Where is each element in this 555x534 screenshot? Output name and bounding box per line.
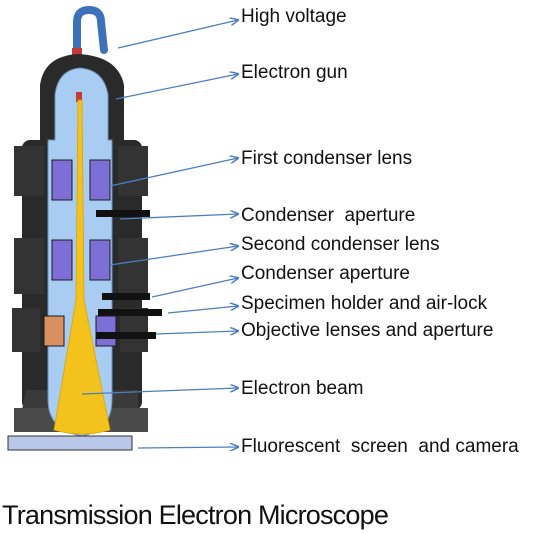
label-electron-beam: Electron beam xyxy=(241,378,364,399)
arrow-second-condenser xyxy=(109,246,238,266)
cable-connector xyxy=(72,48,82,56)
label-electron-gun: Electron gun xyxy=(241,62,348,83)
arrow-first-condenser xyxy=(109,158,238,187)
fluorescent-screen xyxy=(7,435,133,451)
high-voltage-cable xyxy=(73,5,108,56)
label-first-condenser-lens: First condenser lens xyxy=(241,148,413,169)
label-second-condenser-lens: Second condenser lens xyxy=(241,234,440,255)
objective-lens xyxy=(43,315,156,347)
diagram-title: Transmission Electron Microscope xyxy=(2,500,389,530)
specimen-holder xyxy=(98,309,162,316)
arrow-high-voltage xyxy=(117,20,238,49)
first-condenser-lens xyxy=(51,159,111,201)
second-condenser-lens xyxy=(51,239,111,281)
arrow-condenser-aperture-2 xyxy=(151,278,238,298)
condenser-aperture-1 xyxy=(96,210,150,217)
label-specimen-holder: Specimen holder and air-lock xyxy=(241,293,488,314)
arrow-electron-gun xyxy=(115,74,238,100)
label-fluorescent-screen: Fluorescent screen and camera xyxy=(241,436,519,457)
condenser-aperture-2 xyxy=(102,293,150,300)
electron-beam xyxy=(53,99,111,435)
label-condenser-aperture-2: Condenser aperture xyxy=(241,263,410,284)
arrow-electron-beam xyxy=(81,388,238,395)
label-condenser-aperture-1: Condenser aperture xyxy=(241,205,416,226)
arrow-condenser-aperture-1 xyxy=(119,214,238,220)
label-high-voltage: High voltage xyxy=(241,6,347,27)
label-objective-lenses: Objective lenses and aperture xyxy=(241,320,494,341)
arrow-screen xyxy=(137,447,238,448)
arrow-objective xyxy=(155,331,238,334)
arrow-specimen-holder xyxy=(167,306,238,314)
electron-gun-filament xyxy=(76,92,82,102)
